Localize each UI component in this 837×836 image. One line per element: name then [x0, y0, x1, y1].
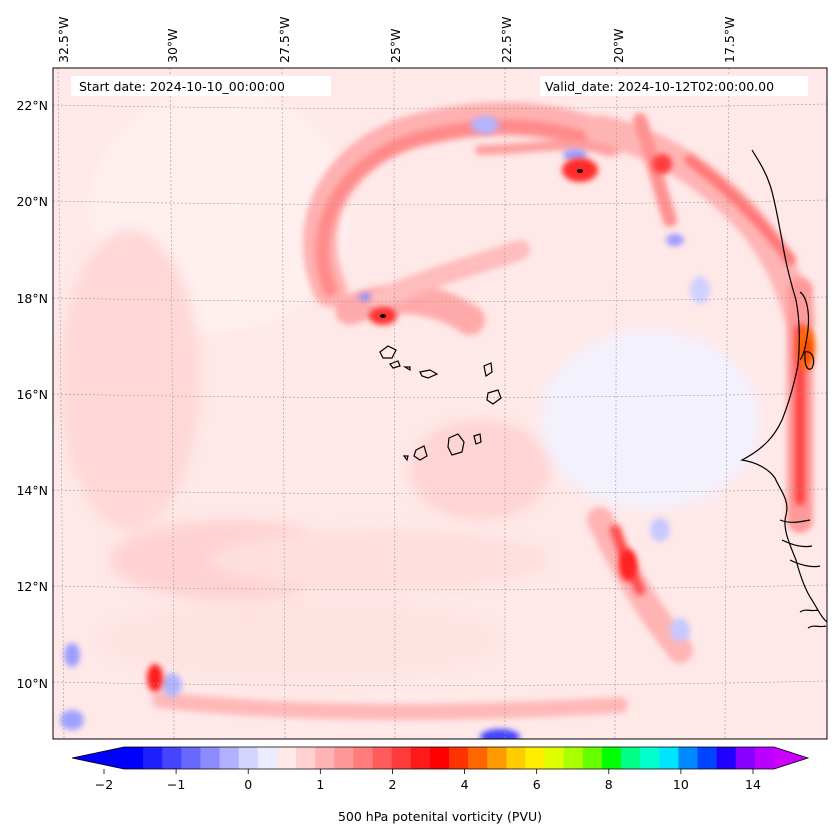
colorbar-tick-label: 14	[745, 777, 761, 792]
colorbar-segment	[143, 747, 163, 769]
colorbar-tick-label: 1	[316, 777, 324, 792]
lat-tick-label: 12°N	[16, 579, 48, 594]
lon-tick-label: 30°W	[165, 28, 180, 63]
colorbar-segment	[621, 747, 641, 769]
colorbar-segment	[315, 747, 335, 769]
colorbar-tick-label: 6	[533, 777, 541, 792]
colorbar-segment	[162, 747, 182, 769]
colorbar-title: 500 hPa potenital vorticity (PVU)	[338, 809, 542, 824]
colorbar-segment	[716, 747, 737, 769]
colorbar-tick-label: −1	[167, 777, 185, 792]
valid-date-box	[540, 76, 808, 96]
colorbar-segment	[735, 747, 756, 769]
colorbar-segment	[506, 747, 526, 769]
start-date-label: Start date: 2024-10-10_00:00:00	[79, 79, 285, 94]
colorbar: −2 −1 0 1 2 4 6 8 10 14 500 hPa potenital vortici…	[71, 746, 810, 824]
colorbar-segment	[754, 747, 775, 769]
colorbar-segment	[563, 747, 584, 769]
colorbar-segment	[659, 747, 679, 769]
colorbar-over-arrow	[774, 747, 808, 769]
lat-tick-label: 10°N	[16, 676, 48, 691]
lon-tick-labels: 32.5°W 30°W 27.5°W 25°W 22.5°W 20°W 17.5…	[56, 17, 737, 63]
colorbar-segment	[697, 747, 718, 769]
lat-tick-label: 14°N	[16, 483, 48, 498]
colorbar-segment	[640, 747, 660, 769]
colorbar-segment	[257, 747, 278, 769]
valid-date-label: Valid_date: 2024-10-12T02:00:00.00	[545, 79, 774, 94]
colorbar-segment	[124, 747, 144, 769]
lon-tick-label: 17.5°W	[722, 17, 737, 63]
colorbar-under-arrow	[72, 747, 124, 769]
colorbar-segment	[525, 747, 546, 769]
colorbar-tick-label: 0	[244, 777, 252, 792]
lon-tick-label: 20°W	[611, 28, 626, 63]
lat-tick-label: 20°N	[16, 194, 48, 209]
gridlines	[53, 68, 827, 739]
lat-tick-label: 16°N	[16, 387, 48, 402]
lon-tick-label: 32.5°W	[56, 17, 71, 63]
colorbar-segment	[410, 747, 431, 769]
lat-tick-labels: 22°N 20°N 18°N 16°N 14°N 12°N 10°N	[16, 98, 48, 691]
colorbar-tick-label: −2	[95, 777, 113, 792]
coastlines	[379, 149, 827, 629]
colorbar-segment	[276, 747, 297, 769]
colorbar-segment	[582, 747, 603, 769]
colorbar-tick-label: 4	[461, 777, 469, 792]
colorbar-segment	[353, 747, 374, 769]
lon-tick-label: 27.5°W	[277, 17, 292, 63]
colorbar-segment	[219, 747, 240, 769]
colorbar-segment	[449, 747, 469, 769]
colorbar-segment	[372, 747, 393, 769]
colorbar-segment	[468, 747, 488, 769]
lon-tick-label: 22.5°W	[499, 17, 514, 63]
colorbar-segment	[238, 747, 259, 769]
colorbar-segment	[296, 747, 316, 769]
lon-tick-label: 25°W	[388, 28, 403, 63]
lat-tick-label: 18°N	[16, 291, 48, 306]
start-date-box	[71, 76, 331, 96]
colorbar-outline	[71, 746, 810, 770]
colorbar-segment	[544, 747, 565, 769]
colorbar-segment	[601, 747, 622, 769]
colorbar-segment	[678, 747, 699, 769]
colorbar-segment	[200, 747, 221, 769]
colorbar-tick-label: 8	[605, 777, 613, 792]
lat-tick-label: 22°N	[16, 98, 48, 113]
map-frame	[52, 67, 828, 740]
colorbar-tick-label: 2	[388, 777, 396, 792]
colorbar-segment	[391, 747, 412, 769]
colorbar-segment	[181, 747, 201, 769]
colorbar-segment	[334, 747, 354, 769]
colorbar-segment	[429, 747, 450, 769]
pv-field	[53, 68, 827, 739]
colorbar-segment	[487, 747, 507, 769]
colorbar-tick-label: 10	[673, 777, 689, 792]
